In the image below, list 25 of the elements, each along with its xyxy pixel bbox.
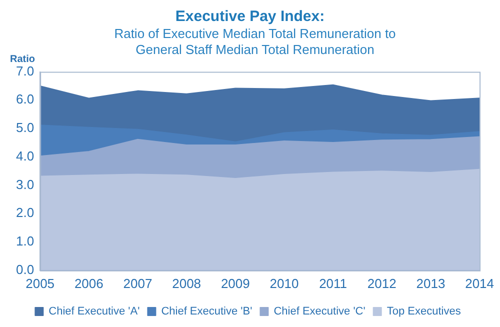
- legend-label: Top Executives: [386, 306, 462, 318]
- y-tick-label: 4.0: [16, 148, 34, 164]
- y-tick-label: 0.0: [16, 262, 34, 277]
- y-tick-label: 2.0: [16, 205, 34, 220]
- chart-subtitle: Ratio of Executive Median Total Remuneration to General Staff Median Total Remuneration: [113, 26, 397, 58]
- legend-label: Chief Executive 'C': [274, 306, 366, 318]
- x-tick-label: 2006: [74, 276, 104, 291]
- y-tick-label: 6.0: [16, 92, 34, 107]
- legend-label: Chief Executive 'A': [48, 306, 140, 318]
- y-tick-label: 7.0: [16, 63, 34, 78]
- chart-title: Executive Pay Index:: [174, 8, 326, 25]
- y-tick-label: 5.0: [16, 120, 34, 136]
- x-tick-label: 2007: [123, 276, 152, 291]
- x-tick-label: 2010: [270, 276, 299, 291]
- x-tick-label: 2013: [416, 276, 446, 291]
- y-tick-label: 1.0: [16, 234, 34, 249]
- x-tick-label: 2005: [26, 276, 55, 291]
- y-axis-title: Ratio: [10, 54, 35, 65]
- x-tick-label: 2011: [319, 276, 348, 291]
- x-tick-label: 2012: [367, 276, 396, 291]
- x-tick-label: 2008: [172, 276, 202, 291]
- x-tick-label: 2009: [220, 276, 250, 291]
- x-tick-label: 2014: [465, 276, 494, 291]
- y-tick-label: 3.0: [16, 176, 34, 192]
- legend-label: Chief Executive 'B': [161, 306, 252, 318]
